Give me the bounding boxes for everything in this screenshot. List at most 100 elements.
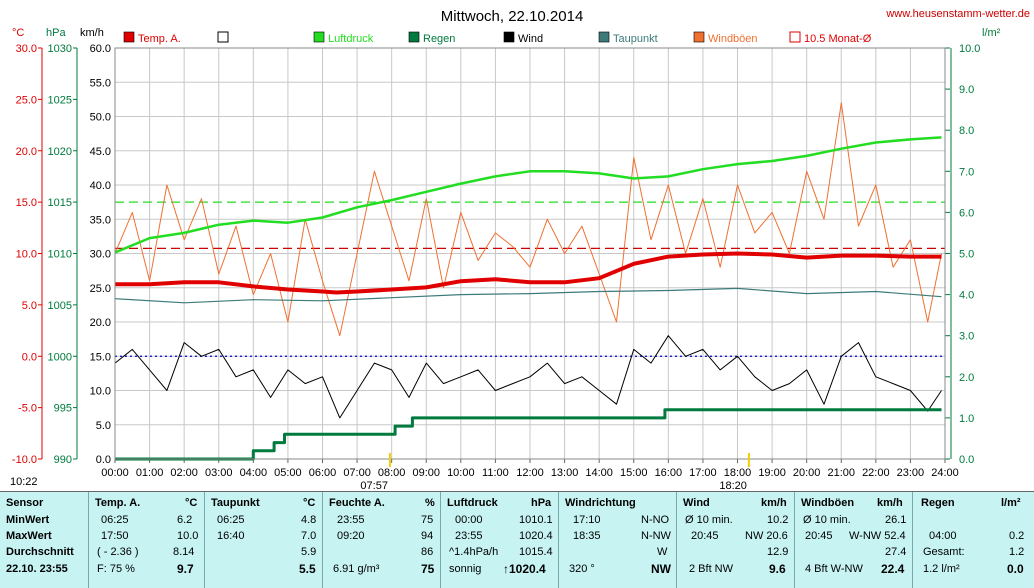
- humidity-max-time: 09:20: [337, 530, 365, 542]
- rain-total: 1.2: [1009, 546, 1025, 558]
- wind-max: NW 20.6: [745, 530, 788, 542]
- temp-tick-label: -5.0: [18, 403, 37, 415]
- unit-temp: °C: [12, 27, 24, 39]
- pressure-tick-label: 1020: [48, 146, 72, 158]
- series-regen: [115, 408, 942, 461]
- wind-bft: 2 Bft NW: [689, 563, 734, 575]
- header-dew: Taupunkt: [211, 497, 260, 509]
- wind-min-label: Ø 10 min.: [685, 514, 733, 526]
- x-tick-label: 04:00: [240, 467, 268, 479]
- wind-tick-label: 60.0: [90, 43, 111, 55]
- humidity-current: 75: [421, 562, 435, 576]
- temp-min: 6.2: [177, 514, 193, 526]
- header-temp: Temp. A.: [95, 497, 141, 509]
- dew-max: 7.0: [301, 530, 317, 542]
- legend-swatch: [693, 31, 705, 43]
- legend-swatch: [598, 31, 610, 43]
- temp-tick-label: 25.0: [16, 94, 37, 106]
- row-min-label: MinWert: [6, 514, 50, 526]
- legend-swatch: [217, 31, 229, 43]
- axes: 00:00 01:00 02:00 03:00 04:00 05:00 06:00 07:00…: [12, 43, 981, 479]
- unit-temp-col: °C: [185, 497, 198, 509]
- wind-tick-label: 10.0: [90, 386, 111, 398]
- wind-tick-label: 50.0: [90, 112, 111, 124]
- pressure-max-time: 23:55: [455, 530, 483, 542]
- legend-label: Regen: [423, 33, 455, 45]
- pressure-min: 1010.1: [519, 514, 553, 526]
- pressure-current: ↑1020.4: [503, 562, 546, 576]
- x-tick-label: 11:00: [482, 467, 509, 479]
- series-luftdruck: [114, 136, 942, 254]
- col-sensor: Sensor MinWert MaxWert Durchschnitt 22.1…: [0, 492, 88, 588]
- rain-tick-label: 1.0: [959, 413, 974, 425]
- row-max-label: MaxWert: [6, 530, 52, 542]
- x-tick-label: 03:00: [205, 467, 233, 479]
- legend-swatch: [503, 31, 515, 43]
- x-tick-label: 17:00: [689, 467, 717, 479]
- header-rain: Regen: [921, 497, 955, 509]
- rain-tick-label: 2.0: [959, 372, 974, 384]
- wind-tick-label: 30.0: [90, 249, 111, 261]
- col-gust: Windböen km/h Ø 10 min. 26.1 20:45 W-NW …: [794, 492, 913, 588]
- status-time: 10:22: [10, 476, 38, 488]
- gust-avg: 27.4: [885, 546, 907, 558]
- gust-min-label: Ø 10 min.: [803, 514, 851, 526]
- header-humidity: Feuchte A.: [329, 497, 385, 509]
- x-tick-label: 20:00: [793, 467, 821, 479]
- unit-dew-col: °C: [303, 497, 316, 509]
- header-gust: Windböen: [801, 497, 855, 509]
- gust-current: 22.4: [881, 562, 905, 576]
- col-rain: Regen l/m² 04:00 0.2 Gesamt: 1.2 1.2 l/m…: [912, 492, 1034, 588]
- unit-rain: l/m²: [982, 27, 1001, 39]
- winddir-degree: 320 °: [569, 563, 595, 575]
- col-temp: Temp. A. °C 06:25 6.2 17:50 10.0 ( - 2.3…: [88, 492, 205, 588]
- temp-max: 10.0: [177, 530, 199, 542]
- x-tick-label: 24:00: [931, 467, 959, 479]
- rain-tick-label: 9.0: [959, 84, 974, 96]
- rain-tick-label: 6.0: [959, 207, 974, 219]
- rain-current: 0.0: [1007, 562, 1024, 576]
- rain-tick-label: 10.0: [959, 43, 980, 55]
- current-date: 22.10. 23:55: [6, 563, 68, 575]
- legend-swatch: [408, 31, 420, 43]
- legend-label: Wind: [518, 33, 543, 45]
- rain-tick-label: 7.0: [959, 166, 974, 178]
- series-wind: [114, 335, 942, 419]
- rain-min: 0.2: [1009, 530, 1025, 542]
- header-pressure: Luftdruck: [447, 497, 498, 509]
- unit-wind-col: km/h: [761, 497, 787, 509]
- wind-tick-label: 0.0: [96, 454, 111, 466]
- legend: Temp. A. Luftdruck Regen Wind Taupunkt Windbö…: [123, 31, 872, 45]
- humidity-max: 94: [421, 530, 434, 542]
- temp-tick-label: 0.0: [22, 351, 37, 363]
- winddir-max-time: 18:35: [573, 530, 601, 542]
- wind-tick-label: 25.0: [90, 283, 111, 295]
- wind-avg: 12.9: [767, 546, 789, 558]
- dew-avg: 5.9: [301, 546, 317, 558]
- x-tick-label: 01:00: [136, 467, 164, 479]
- x-tick-label: 16:00: [655, 467, 683, 479]
- temp-tick-label: 30.0: [16, 43, 37, 55]
- rain-tick-label: 8.0: [959, 125, 974, 137]
- pressure-min-time: 00:00: [455, 514, 483, 526]
- pressure-forecast: sonnig: [449, 563, 482, 575]
- rain-tick-label: 3.0: [959, 331, 974, 343]
- gust-max-time: 20:45: [805, 530, 833, 542]
- x-tick-label: 10:00: [447, 467, 475, 479]
- x-tick-label: 22:00: [862, 467, 890, 479]
- x-tick-label: 23:00: [897, 467, 925, 479]
- winddir-max: N-NW: [641, 530, 671, 542]
- x-tick-label: 12:00: [516, 467, 544, 479]
- temp-tick-label: 15.0: [16, 197, 37, 209]
- pressure-max: 1020.4: [519, 530, 553, 542]
- x-tick-label: 00:00: [101, 467, 129, 479]
- header-wind: Wind: [683, 497, 710, 509]
- plot-area: [114, 102, 945, 461]
- x-tick-label: 08:00: [378, 467, 406, 479]
- col-pressure: Luftdruck hPa 00:00 1010.1 23:55 1020.4 …: [440, 492, 559, 588]
- x-tick-label: 06:00: [309, 467, 337, 479]
- temp-tick-label: -10.0: [12, 454, 37, 466]
- unit-pressure-col: hPa: [531, 497, 552, 509]
- x-tick-label: 14:00: [585, 467, 613, 479]
- plot-frame: [114, 47, 946, 460]
